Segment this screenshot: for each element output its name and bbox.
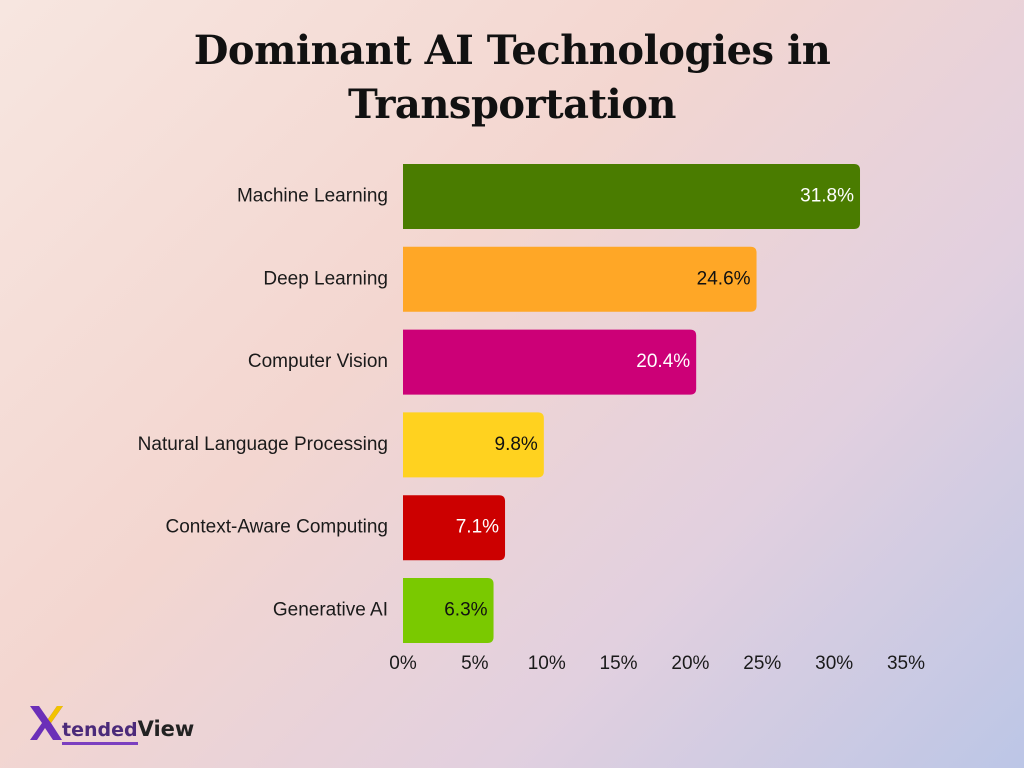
bar-4 [403,495,506,561]
brand-name: tendedView [62,717,195,745]
x-tick-label-2: 10% [528,653,566,674]
data-label-4: 7.1% [456,517,499,538]
bar-5 [403,578,494,643]
data-label-3: 9.8% [495,434,538,455]
bar-1 [403,246,757,312]
x-tick-label-4: 20% [671,653,709,674]
category-label-2: Computer Vision [248,351,388,372]
data-label-1: 24.6% [697,268,751,289]
data-label-2: 20.4% [636,351,690,372]
brand-name-second: View [137,717,195,741]
x-tick-label-3: 15% [600,653,638,674]
category-label-1: Deep Learning [263,268,388,289]
chart-title: Dominant AI Technologies in Transportati… [0,24,1024,132]
category-label-0: Machine Learning [237,186,388,207]
bar-2 [403,329,697,395]
brand-logo: tendedView [28,702,195,745]
x-tick-label-1: 5% [461,653,489,674]
x-tick-label-0: 0% [389,653,417,674]
category-label-5: Generative AI [273,600,388,621]
chart-title-line-1: Dominant AI Technologies in [193,27,831,74]
data-label-5: 6.3% [444,600,487,621]
x-tick-label-5: 25% [743,653,781,674]
bar-3 [403,412,544,478]
x-tick-label-6: 30% [815,653,853,674]
chart-title-line-2: Transportation [348,81,677,128]
brand-name-first: tended [62,719,138,745]
category-label-4: Context-Aware Computing [166,517,388,538]
x-tick-label-7: 35% [887,653,925,674]
category-label-3: Natural Language Processing [138,434,388,455]
bar-0 [403,164,861,229]
data-label-0: 31.8% [800,186,854,207]
x-logo-icon [30,706,63,740]
